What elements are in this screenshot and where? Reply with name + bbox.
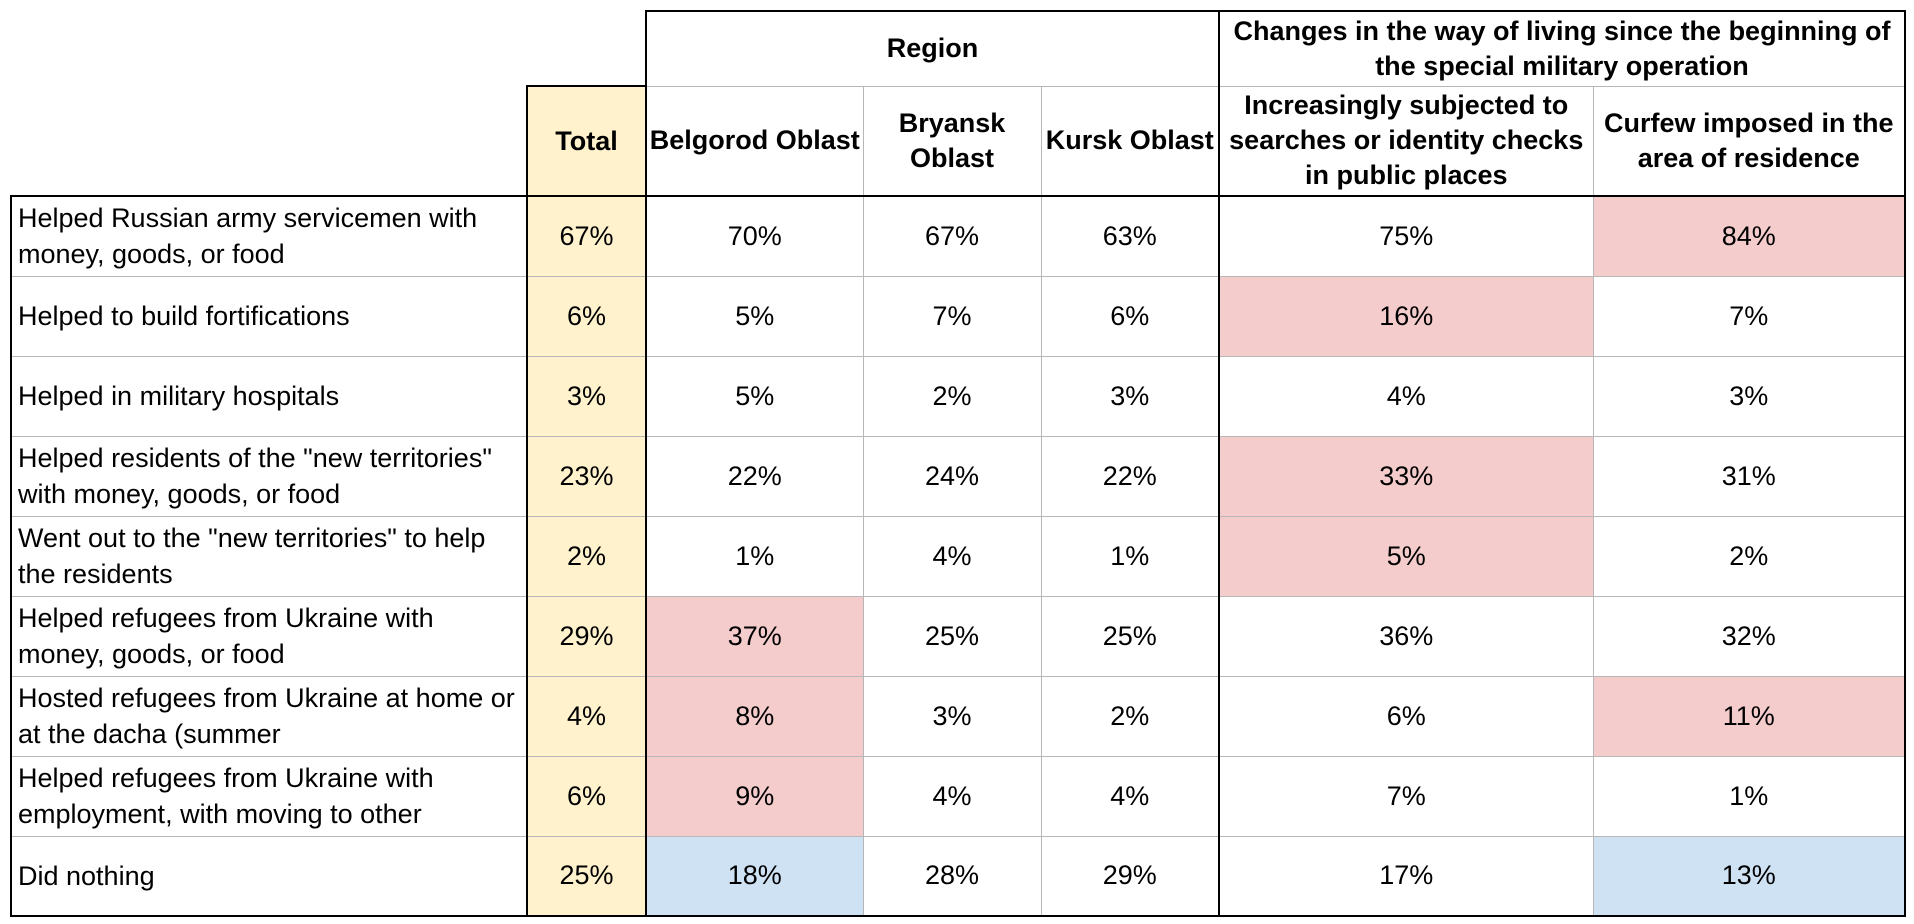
value-cell-total: 6%	[526, 275, 647, 357]
value-cell-curfew: 11%	[1592, 675, 1906, 757]
row-label-text: Went out to the "new territories" to hel…	[18, 523, 486, 589]
row-label: Helped residents of the "new territories…	[10, 435, 528, 517]
table-row: Hosted refugees from Ukraine at home or …	[10, 675, 1906, 757]
value-cell-curfew: 13%	[1592, 835, 1906, 917]
value-cell-searches: 5%	[1218, 515, 1594, 597]
row-label: Helped to build fortifications	[10, 275, 528, 357]
value-cell-searches: 17%	[1218, 835, 1594, 917]
value-cell-searches: 4%	[1218, 355, 1594, 437]
value-cell-belgorod: 1%	[645, 515, 864, 597]
row-label-text: Helped Russian army servicemen with mone…	[18, 203, 478, 270]
value-cell-kursk: 4%	[1040, 755, 1220, 837]
value-cell-bryansk: 4%	[862, 515, 1042, 597]
row-label-text: Helped refugees from Ukraine with employ…	[18, 763, 434, 829]
value-cell-curfew: 1%	[1592, 755, 1906, 837]
table-row: Went out to the "new territories" to hel…	[10, 515, 1906, 597]
value-cell-searches: 7%	[1218, 755, 1594, 837]
column-header-searches: Increasingly subjected to searches or id…	[1218, 85, 1594, 197]
table-row: Helped Russian army servicemen with mone…	[10, 195, 1906, 277]
value-cell-total: 2%	[526, 515, 647, 597]
value-cell-belgorod: 9%	[645, 755, 864, 837]
value-cell-belgorod: 70%	[645, 195, 864, 277]
table-row: Did nothing 25% 18% 28% 29% 17% 13%	[10, 835, 1906, 917]
value-cell-curfew: 31%	[1592, 435, 1906, 517]
changes-group-header: Changes in the way of living since the b…	[1218, 10, 1906, 87]
table-body: Helped Russian army servicemen with mone…	[10, 195, 1906, 917]
value-cell-total: 25%	[526, 835, 647, 917]
value-cell-curfew: 32%	[1592, 595, 1906, 677]
row-label-text: Hosted refugees from Ukraine at home or …	[18, 683, 515, 749]
value-cell-belgorod: 18%	[645, 835, 864, 917]
row-label: Went out to the "new territories" to hel…	[10, 515, 528, 597]
row-label: Helped refugees from Ukraine with money,…	[10, 595, 528, 677]
header-blank-label	[11, 86, 527, 196]
column-header-kursk: Kursk Oblast	[1040, 85, 1220, 197]
value-cell-bryansk: 2%	[862, 355, 1042, 437]
value-cell-curfew: 84%	[1592, 195, 1906, 277]
value-cell-belgorod: 5%	[645, 275, 864, 357]
table-row: Helped to build fortifications 6% 5% 7% 6% 16…	[10, 275, 1906, 357]
value-cell-kursk: 22%	[1040, 435, 1220, 517]
row-label-text: Helped residents of the "new territories…	[18, 443, 492, 509]
table-row: Helped refugees from Ukraine with money,…	[10, 595, 1906, 677]
value-cell-total: 4%	[526, 675, 647, 757]
value-cell-curfew: 2%	[1592, 515, 1906, 597]
results-table: Region Changes in the way of living sinc…	[10, 10, 1906, 917]
value-cell-bryansk: 4%	[862, 755, 1042, 837]
value-cell-kursk: 3%	[1040, 355, 1220, 437]
value-cell-belgorod: 22%	[645, 435, 864, 517]
value-cell-belgorod: 5%	[645, 355, 864, 437]
value-cell-bryansk: 3%	[862, 675, 1042, 757]
value-cell-bryansk: 7%	[862, 275, 1042, 357]
row-label-text: Helped to build fortifications	[18, 301, 350, 331]
value-cell-searches: 6%	[1218, 675, 1594, 757]
row-label-text: Did nothing	[18, 860, 155, 891]
table-row: Helped residents of the "new territories…	[10, 435, 1906, 517]
value-cell-total: 6%	[526, 755, 647, 837]
value-cell-searches: 33%	[1218, 435, 1594, 517]
table-row: Helped refugees from Ukraine with employ…	[10, 755, 1906, 837]
value-cell-bryansk: 67%	[862, 195, 1042, 277]
row-label: Helped Russian army servicemen with mone…	[10, 195, 528, 277]
row-label: Did nothing	[10, 835, 528, 917]
column-header-belgorod: Belgorod Oblast	[645, 85, 864, 197]
value-cell-total: 23%	[526, 435, 647, 517]
row-label: Helped refugees from Ukraine with employ…	[10, 755, 528, 837]
value-cell-searches: 36%	[1218, 595, 1594, 677]
value-cell-searches: 75%	[1218, 195, 1594, 277]
value-cell-kursk: 25%	[1040, 595, 1220, 677]
value-cell-kursk: 63%	[1040, 195, 1220, 277]
region-group-header: Region	[645, 10, 1220, 87]
value-cell-kursk: 2%	[1040, 675, 1220, 757]
table-row: Helped in military hospitals 3% 5% 2% 3% 4% 3%	[10, 355, 1906, 437]
value-cell-total: 67%	[526, 195, 647, 277]
value-cell-bryansk: 28%	[862, 835, 1042, 917]
column-header-curfew: Curfew imposed in the area of residence	[1592, 85, 1906, 197]
value-cell-curfew: 7%	[1592, 275, 1906, 357]
row-label: Helped in military hospitals	[10, 355, 528, 437]
value-cell-total: 29%	[526, 595, 647, 677]
header-blank	[11, 11, 646, 86]
value-cell-kursk: 29%	[1040, 835, 1220, 917]
row-label-text: Helped refugees from Ukraine with money,…	[18, 603, 434, 669]
row-label: Hosted refugees from Ukraine at home or …	[10, 675, 528, 757]
value-cell-curfew: 3%	[1592, 355, 1906, 437]
value-cell-kursk: 1%	[1040, 515, 1220, 597]
value-cell-kursk: 6%	[1040, 275, 1220, 357]
row-label-text: Helped in military hospitals	[18, 381, 340, 411]
column-header-total: Total	[526, 85, 647, 197]
value-cell-searches: 16%	[1218, 275, 1594, 357]
value-cell-belgorod: 37%	[645, 595, 864, 677]
value-cell-bryansk: 24%	[862, 435, 1042, 517]
value-cell-bryansk: 25%	[862, 595, 1042, 677]
value-cell-belgorod: 8%	[645, 675, 864, 757]
value-cell-total: 3%	[526, 355, 647, 437]
column-header-bryansk: Bryansk Oblast	[862, 85, 1042, 197]
